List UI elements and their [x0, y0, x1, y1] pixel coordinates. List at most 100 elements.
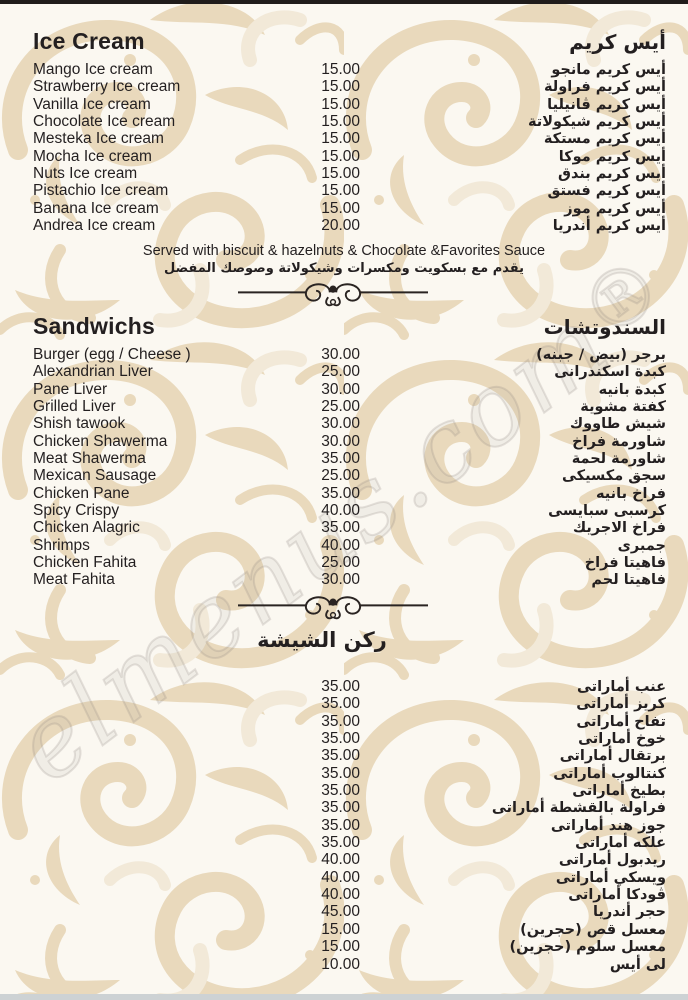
item-name-ar: كفتة مشوية — [580, 399, 666, 416]
ornament-divider-icon — [238, 283, 428, 307]
item-price: 15.00 — [321, 182, 360, 200]
item-name-en: Pane Liver — [33, 380, 108, 398]
item-price: 30.00 — [321, 380, 360, 398]
item-name-ar: جوز هند أماراتى — [550, 817, 666, 834]
menu-item-row: Pane Liver 30.00 كبدة بانيه — [0, 381, 688, 398]
menu-item-row: 15.00 معسل قص (حجرين) — [0, 921, 688, 938]
item-name-en: Andrea Ice cream — [33, 217, 156, 235]
item-price: 15.00 — [321, 113, 360, 131]
item-name-ar: سجق مكسيكى — [561, 468, 666, 485]
item-name-ar: معسل قص (حجرين) — [520, 921, 666, 938]
item-name-ar: بطيخ أماراتى — [572, 783, 666, 800]
item-price: 30.00 — [321, 432, 360, 450]
item-name-ar: فاهيتا لحم — [591, 572, 666, 589]
ornament-divider-icon — [238, 596, 428, 620]
section-title-ar: ركن الشيشة — [257, 628, 387, 652]
menu-item-row: Spicy Crispy 40.00 كرسبى سبايسى — [0, 502, 688, 519]
item-price: 15.00 — [321, 61, 360, 78]
serving-note-en: Served with biscuit & hazelnuts & Chocol… — [142, 243, 546, 260]
item-name-en: Chicken Shawerma — [33, 432, 168, 450]
menu-item-row: Strawberry Ice cream 15.00 أيس كريم فراو… — [0, 78, 688, 95]
item-name-ar: شيش طاووك — [569, 416, 666, 433]
item-price: 35.00 — [321, 712, 360, 730]
menu-item-row: Burger (egg / Cheese ) 30.00 برجر (بيض /… — [0, 346, 688, 363]
item-price: 35.00 — [321, 834, 360, 852]
menu-item-row: 40.00 ويسكي أماراتى — [0, 869, 688, 886]
section-title-en: Sandwichs — [33, 313, 155, 339]
item-price: 10.00 — [321, 955, 360, 973]
ice-cream-items: Mango Ice cream 15.00 أيس كريم مانجو Str… — [0, 61, 688, 234]
menu-item-row: 35.00 برتقال أماراتى — [0, 747, 688, 764]
menu-item-row: Meat Shawerma 35.00 شاورمة لحمة — [0, 450, 688, 467]
menu-item-row: Shrimps 40.00 جمبرى — [0, 537, 688, 554]
item-name-ar: حجر أندريا — [593, 904, 666, 921]
item-name-ar: أيس كريم فستق — [547, 183, 666, 200]
item-price: 25.00 — [321, 467, 360, 485]
item-name-en: Mexican Sausage — [33, 467, 157, 485]
item-price: 35.00 — [321, 730, 360, 748]
menu-item-row: Alexandrian Liver 25.00 كبدة اسكندرانى — [0, 363, 688, 380]
item-name-ar: كبدة اسكندرانى — [554, 364, 666, 381]
item-price: 15.00 — [321, 199, 360, 217]
item-price: 15.00 — [321, 130, 360, 148]
item-name-ar: فراولة بالقشطة أماراتى — [491, 800, 666, 817]
item-name-en: Vanilla Ice cream — [33, 95, 151, 113]
menu-item-row: 40.00 ريدبول أماراتى — [0, 851, 688, 868]
menu-item-row: 40.00 ڤودكا أماراتى — [0, 886, 688, 903]
item-name-en: Strawberry Ice cream — [33, 78, 181, 96]
item-name-ar: كنتالوب أماراتى — [553, 765, 666, 782]
item-price: 35.00 — [321, 799, 360, 817]
item-price: 15.00 — [321, 78, 360, 96]
item-price: 35.00 — [321, 484, 360, 502]
menu-item-row: 35.00 بطيخ أماراتى — [0, 782, 688, 799]
menu-item-row: 10.00 لى أيس — [0, 956, 688, 973]
item-name-ar: ڤودكا أماراتى — [568, 887, 666, 904]
item-price: 15.00 — [321, 147, 360, 165]
item-price: 25.00 — [321, 363, 360, 381]
menu-item-row: Vanilla Ice cream 15.00 أيس كريم ڤانيليا — [0, 96, 688, 113]
item-name-en: Chicken Fahita — [33, 554, 137, 572]
section-title-en: Ice Cream — [33, 28, 145, 54]
item-price: 35.00 — [321, 747, 360, 765]
item-name-ar: أيس كريم موكا — [558, 148, 666, 165]
menu-item-row: Chicken Alagric 35.00 فراخ الاجريك — [0, 519, 688, 536]
item-name-ar: شاورمة فراخ — [572, 433, 666, 450]
item-price: 35.00 — [321, 816, 360, 834]
menu-item-row: 35.00 جوز هند أماراتى — [0, 817, 688, 834]
item-price: 30.00 — [321, 415, 360, 433]
menu-item-row: Chicken Shawerma 30.00 شاورمة فراخ — [0, 433, 688, 450]
item-name-en: Pistachio Ice cream — [33, 182, 169, 200]
item-price: 45.00 — [321, 903, 360, 921]
item-name-ar: فاهيتا فراخ — [584, 555, 666, 572]
sandwiches-header: Sandwichs السندوتشات — [0, 313, 688, 340]
item-price: 35.00 — [321, 450, 360, 468]
item-name-ar: أيس كريم مانجو — [551, 62, 666, 78]
menu-item-row: Shish tawook 30.00 شيش طاووك — [0, 415, 688, 432]
item-name-en: Nuts Ice cream — [33, 165, 138, 183]
item-price: 35.00 — [321, 678, 360, 695]
item-name-en: Shrimps — [33, 536, 90, 554]
item-price: 20.00 — [321, 217, 360, 235]
item-name-en: Mango Ice cream — [33, 61, 153, 78]
item-name-ar: كبدة بانيه — [598, 381, 666, 398]
item-name-en: Shish tawook — [33, 415, 126, 433]
menu-item-row: 35.00 عنب أماراتى — [0, 678, 688, 695]
menu-item-row: 35.00 تفاح أماراتى — [0, 713, 688, 730]
item-name-ar: خوخ أماراتى — [578, 731, 666, 748]
item-name-ar: جمبرى — [617, 537, 666, 554]
section-ice-cream: Ice Cream أيس كريم Mango Ice cream 15.00… — [0, 28, 688, 309]
item-name-ar: لى أيس — [609, 956, 666, 973]
item-name-ar: تفاح أماراتى — [576, 713, 666, 730]
item-name-ar: أيس كريم أندريا — [552, 218, 666, 235]
item-name-ar: أيس كريم فراولة — [543, 79, 666, 96]
item-price: 15.00 — [321, 95, 360, 113]
item-name-ar: برجر (بيض / جبنه) — [536, 347, 666, 363]
item-price: 35.00 — [321, 782, 360, 800]
item-name-ar: أيس كريم مستكة — [543, 131, 666, 148]
item-price: 25.00 — [321, 398, 360, 416]
section-title-ar: السندوتشات — [543, 315, 666, 339]
scan-bottom-edge — [0, 994, 688, 1000]
item-price: 30.00 — [321, 571, 360, 589]
item-name-ar: أيس كريم موز — [564, 200, 666, 217]
